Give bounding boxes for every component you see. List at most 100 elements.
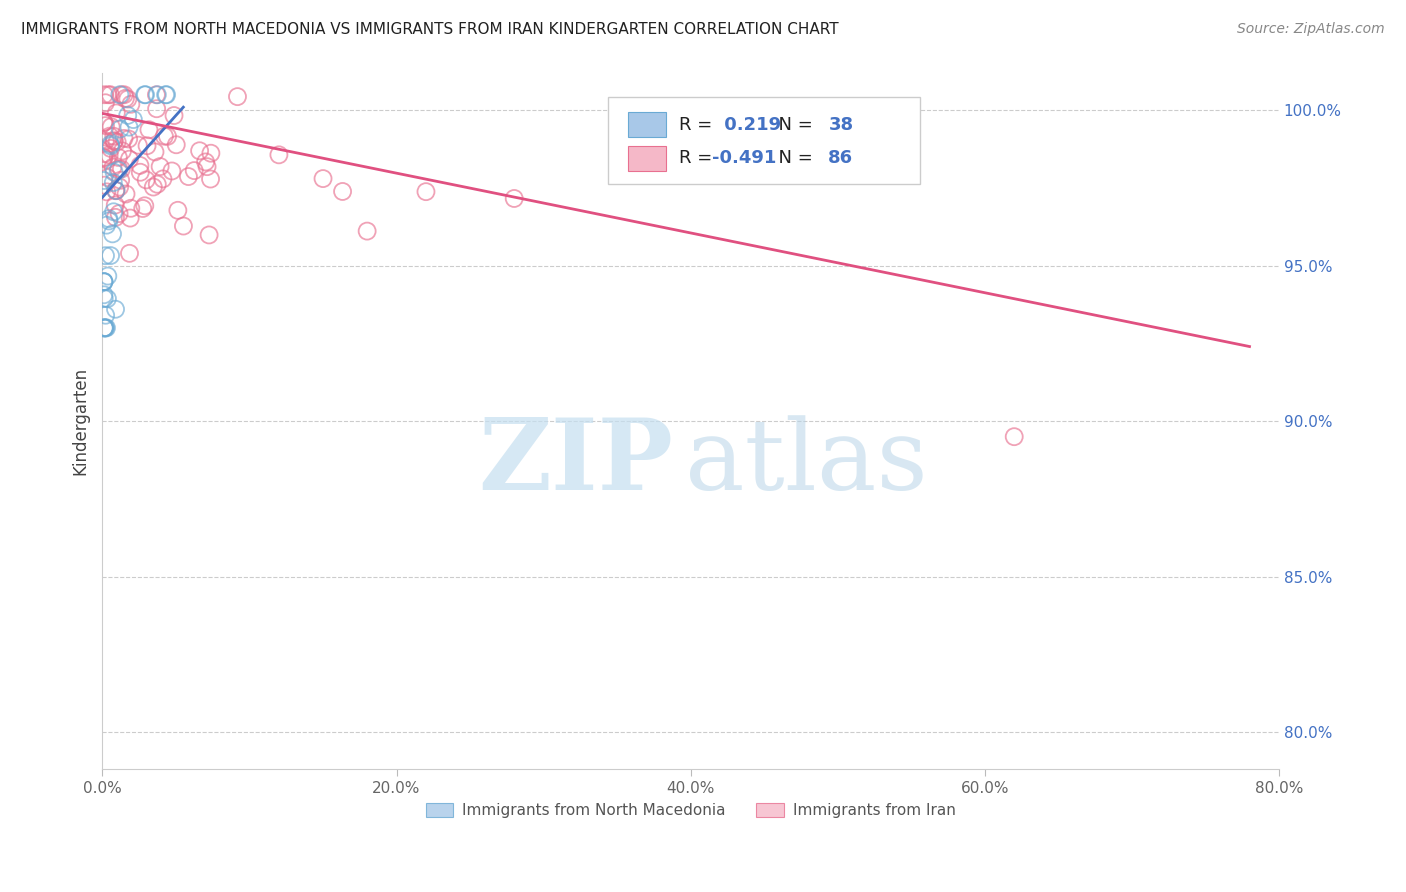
Point [155,87,177,102]
Point [93,321,115,335]
Point [1002,430,1025,444]
Point [93,292,115,306]
Point [200,172,222,186]
Point [93,275,115,289]
Point [104,184,127,198]
Point [93,321,115,335]
Point [93,173,115,187]
Point [103,165,125,179]
Point [103,134,125,148]
Point [155,87,177,102]
Point [94,321,117,335]
Point [104,198,127,212]
Point [108,180,131,194]
Text: -0.491: -0.491 [711,150,776,168]
Point [152,172,174,186]
Point [103,204,125,219]
Point [129,158,152,172]
Point [94,308,117,322]
Text: R =: R = [679,116,718,134]
Point [97,211,120,226]
Point [167,203,190,218]
Point [122,112,145,127]
Point [100,249,122,263]
Point [105,184,128,198]
Point [143,145,166,159]
Point [132,202,155,216]
Point [97,87,120,102]
Point [97,170,120,185]
Point [111,144,134,158]
Point [312,171,335,186]
Text: Source: ZipAtlas.com: Source: ZipAtlas.com [1237,22,1385,37]
Text: 86: 86 [828,150,853,168]
Point [93,178,115,193]
Point [93,275,115,289]
Point [127,138,149,153]
Point [198,227,221,242]
Point [160,164,183,178]
Point [103,129,125,144]
Point [93,87,115,102]
Point [188,144,211,158]
Point [104,183,127,197]
Point [153,129,176,144]
Point [120,211,142,225]
Point [118,152,141,166]
Point [118,246,141,260]
Bar [628,112,666,137]
Point [118,120,141,135]
Point [129,165,152,179]
Point [93,151,115,165]
Point [117,92,139,106]
Point [96,321,118,335]
Point [110,87,132,102]
Y-axis label: Kindergarten: Kindergarten [72,368,89,475]
Point [112,87,135,102]
Point [104,302,127,317]
Point [115,186,138,201]
Point [134,199,156,213]
Point [356,224,378,238]
Point [117,108,139,122]
Point [165,137,187,152]
Point [163,109,186,123]
Point [200,146,222,161]
Point [145,102,167,116]
Point [96,185,118,199]
Bar [628,146,666,171]
Point [135,173,157,187]
Point [183,163,205,178]
Point [503,192,526,206]
Point [114,91,136,105]
Point [156,129,179,144]
Point [96,218,118,232]
Text: atlas: atlas [685,415,928,511]
Point [93,115,115,129]
Point [96,292,118,306]
Point [94,95,117,110]
Point [100,120,122,134]
Point [332,185,354,199]
Point [98,148,121,162]
Point [94,134,117,148]
Point [94,249,117,263]
Point [107,163,129,178]
Text: IMMIGRANTS FROM NORTH MACEDONIA VS IMMIGRANTS FROM IRAN KINDERGARTEN CORRELATION: IMMIGRANTS FROM NORTH MACEDONIA VS IMMIG… [21,22,839,37]
Point [93,115,115,129]
Text: ZIP: ZIP [478,415,673,511]
Point [134,87,156,102]
Point [100,139,122,153]
Point [108,122,131,136]
Point [98,214,121,228]
Point [194,155,217,169]
Point [93,275,115,289]
Point [93,146,115,161]
Point [177,169,200,184]
Point [110,162,132,177]
Point [97,268,120,283]
Point [101,227,124,241]
Point [146,87,169,102]
Point [195,160,218,174]
Point [142,180,165,194]
